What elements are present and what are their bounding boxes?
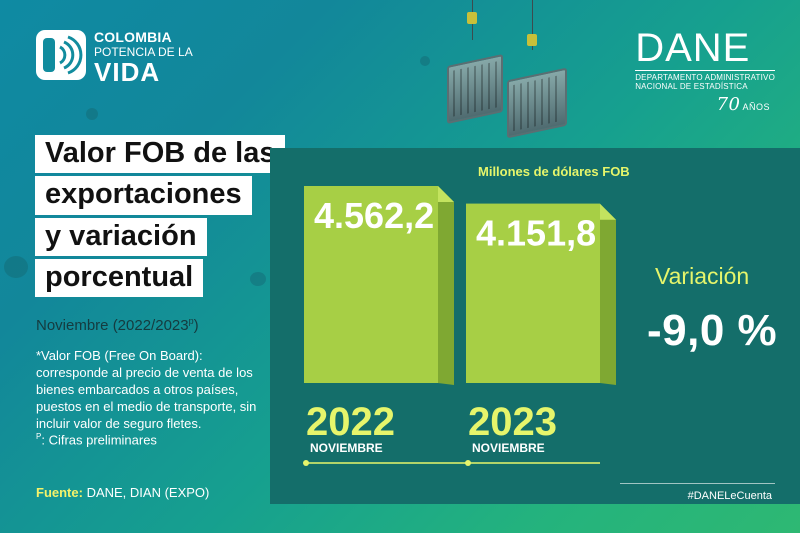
colombia-logo-icon (36, 30, 86, 80)
category-sublabel: NOVIEMBRE (472, 441, 545, 455)
crane-hook-icon (467, 12, 477, 24)
dane-subtitle-1: DEPARTAMENTO ADMINISTRATIVO (635, 73, 775, 82)
timeline-dot (303, 460, 309, 466)
infographic-title: Valor FOB de las exportaciones y variaci… (35, 135, 286, 300)
title-line: exportaciones (35, 176, 252, 215)
decor-dot (250, 272, 266, 286)
anniversary-number: 70 (716, 94, 741, 115)
bar-value-label: 4.151,8 (476, 213, 596, 254)
logo-line-vida: VIDA (94, 57, 161, 87)
hashtag-divider (620, 483, 775, 484)
bar-2022 (304, 186, 438, 383)
prelim-text: : Cifras preliminares (41, 432, 157, 448)
category-label-2022: 2022 (306, 400, 395, 444)
source-text: DANE, DIAN (EXPO) (82, 485, 210, 500)
anniversary-word: AÑOS (742, 102, 770, 112)
crane-hook-icon (527, 34, 537, 46)
period-label: Noviembre (2022/2023p) (36, 316, 199, 334)
dane-logo: DANE DEPARTAMENTO ADMINISTRATIVO NACIONA… (635, 28, 775, 91)
logo-line-colombia: COLOMBIA (94, 29, 172, 45)
fob-definition-note: *Valor FOB (Free On Board): corresponde … (36, 348, 266, 450)
title-line: Valor FOB de las (35, 135, 286, 174)
period-close: ) (193, 317, 199, 334)
period-text: Noviembre (2022/2023 (36, 317, 189, 334)
period-superscript: p (188, 316, 194, 326)
variation-label: Variación (655, 263, 750, 289)
anniversary-badge: 70 AÑOS (717, 94, 770, 115)
timeline-dot (465, 460, 471, 466)
source-line: Fuente: DANE, DIAN (EXPO) (36, 485, 209, 500)
crane-cable (532, 0, 533, 50)
hashtag: #DANELeCuenta (687, 490, 772, 502)
bar-side-2023 (600, 203, 616, 385)
source-label: Fuente: (36, 485, 83, 500)
bar-2023 (466, 203, 600, 383)
title-line: y variación (35, 217, 207, 257)
dane-subtitle-2: NACIONAL DE ESTADÍSTICA (635, 82, 748, 92)
variation-value: -9,0 % (647, 306, 778, 355)
prelim-mark: P (36, 432, 42, 442)
decor-dot (4, 256, 28, 278)
chart-unit-label: Millones de dólares FOB (478, 164, 630, 179)
decor-dot (86, 108, 98, 120)
bar-side-2022 (438, 186, 454, 385)
category-label-2023: 2023 (468, 400, 557, 444)
decor-dot (420, 56, 430, 66)
note-text: *Valor FOB (Free On Board): corresponde … (36, 348, 257, 431)
colombia-logo: COLOMBIA POTENCIA DE LA VIDA (36, 30, 196, 90)
logo-line-potencia: POTENCIA DE LA (94, 45, 193, 59)
bar-value-label: 4.562,2 (314, 195, 434, 236)
category-sublabel: NOVIEMBRE (310, 441, 383, 455)
dane-wordmark: DANE (635, 26, 751, 70)
title-line: porcentual (35, 259, 204, 298)
